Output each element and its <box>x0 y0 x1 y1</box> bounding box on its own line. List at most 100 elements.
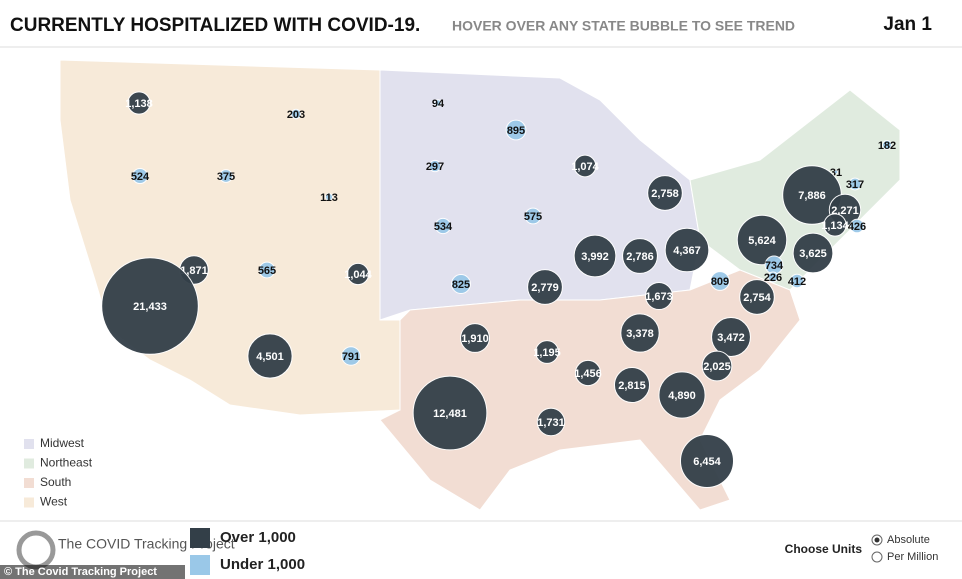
state-bubble[interactable] <box>434 217 452 235</box>
state-bubble[interactable] <box>101 257 199 355</box>
bubble-label: 113 <box>320 192 338 204</box>
bubble-label: 825 <box>452 279 470 291</box>
state-bubble[interactable] <box>848 177 862 191</box>
state-bubble[interactable] <box>324 192 334 202</box>
state-bubble[interactable] <box>346 262 370 286</box>
state-bubble[interactable] <box>658 371 706 419</box>
state-bubble[interactable] <box>573 154 597 178</box>
state-bubble[interactable] <box>428 159 442 173</box>
state-bubble[interactable] <box>258 261 276 279</box>
bubble-label: 1,910 <box>461 333 489 345</box>
bubble-label: 1,871 <box>180 265 208 277</box>
state-bubble[interactable] <box>664 227 710 273</box>
state-bubble[interactable] <box>789 273 805 289</box>
state-bubble[interactable] <box>620 313 660 353</box>
state-bubble[interactable] <box>535 340 559 364</box>
bubble-label: 375 <box>217 171 235 183</box>
state-bubble[interactable] <box>679 433 735 489</box>
bubble-label: 2,758 <box>651 188 679 200</box>
bubble-label: 524 <box>131 171 150 183</box>
state-bubble[interactable] <box>701 350 733 382</box>
state-bubble[interactable] <box>792 232 834 274</box>
title: CURRENTLY HOSPITALIZED WITH COVID-19. <box>10 15 420 36</box>
bubble-label: 1,731 <box>537 417 565 429</box>
bubble-label: 3,625 <box>799 248 827 260</box>
legend-swatch <box>190 528 210 548</box>
legend-label: Midwest <box>40 436 85 450</box>
state-bubble[interactable] <box>524 207 542 225</box>
state-bubble[interactable] <box>823 213 847 237</box>
state-bubble[interactable] <box>247 333 293 379</box>
state-bubble[interactable] <box>622 238 658 274</box>
state-bubble[interactable] <box>849 218 865 234</box>
units-label: Choose Units <box>785 542 863 556</box>
state-bubble[interactable] <box>833 169 839 175</box>
bubble-label: 182 <box>878 140 896 152</box>
legend-label: Over 1,000 <box>220 529 296 546</box>
legend-swatch <box>24 439 34 449</box>
bubble-label: 1,195 <box>533 347 561 359</box>
bubble-label: 1,134 <box>821 220 849 232</box>
credit: © The Covid Tracking Project <box>4 566 157 578</box>
bubble-label: 565 <box>258 265 276 277</box>
bubble-label: 5,624 <box>748 235 776 247</box>
bubble-label: 6,454 <box>693 456 721 468</box>
radio[interactable] <box>871 551 883 563</box>
state-bubble[interactable] <box>536 407 566 437</box>
legend-swatch <box>190 555 210 575</box>
legend-swatch <box>24 458 34 469</box>
bubble-label: 94 <box>432 98 445 110</box>
bubble-label: 203 <box>287 109 305 121</box>
state-bubble[interactable] <box>434 99 442 107</box>
bubble-label: 4,367 <box>673 245 701 257</box>
state-bubble[interactable] <box>527 269 563 305</box>
legend-label: Under 1,000 <box>220 556 305 573</box>
state-bubble[interactable] <box>290 108 302 120</box>
state-bubble[interactable] <box>647 175 683 211</box>
bubble-label: 2,815 <box>618 380 646 392</box>
bubble-label: 575 <box>524 211 542 223</box>
state-bubble[interactable] <box>127 91 151 115</box>
bubble-label: 809 <box>711 276 729 288</box>
credit-bg <box>0 565 185 579</box>
bubble-label: 21,433 <box>133 301 167 313</box>
state-bubble[interactable] <box>574 359 602 387</box>
state-bubble[interactable] <box>645 282 673 310</box>
bubble-label: 2,754 <box>743 292 771 304</box>
state-bubble[interactable] <box>711 317 751 357</box>
bubble-label: 1,074 <box>571 161 599 173</box>
state-bubble[interactable] <box>736 214 788 266</box>
bubble-label: 412 <box>788 276 806 288</box>
bubble-label: 791 <box>342 351 360 363</box>
state-bubble[interactable] <box>131 167 149 185</box>
state-bubble[interactable] <box>573 234 617 278</box>
state-bubble[interactable] <box>767 271 779 283</box>
bubble-label: 226 <box>764 272 782 284</box>
state-bubble[interactable] <box>451 274 471 294</box>
units-option[interactable]: Absolute <box>887 534 930 546</box>
state-bubble[interactable] <box>219 169 233 183</box>
radio-dot <box>874 537 880 543</box>
state-bubble[interactable] <box>613 366 651 404</box>
bubble-label: 3,992 <box>581 251 609 263</box>
subtitle: HOVER OVER ANY STATE BUBBLE TO SEE TREND <box>452 18 795 34</box>
bubble-label: 3,472 <box>717 332 745 344</box>
state-bubble[interactable] <box>460 323 490 353</box>
legend-swatch <box>24 497 34 508</box>
legend-label: West <box>40 495 68 509</box>
legend-label: South <box>40 475 71 489</box>
units-option[interactable]: Per Million <box>887 551 938 563</box>
bubble-label: 426 <box>848 221 866 233</box>
date: Jan 1 <box>883 14 932 35</box>
bubble-label: 1,044 <box>344 269 372 281</box>
state-bubble[interactable] <box>505 119 527 141</box>
state-bubble[interactable] <box>739 279 775 315</box>
state-bubble[interactable] <box>341 346 361 366</box>
legend-label: Northeast <box>40 456 93 470</box>
state-bubble[interactable] <box>412 375 488 451</box>
state-bubble[interactable] <box>882 140 892 150</box>
state-bubble[interactable] <box>710 271 730 291</box>
